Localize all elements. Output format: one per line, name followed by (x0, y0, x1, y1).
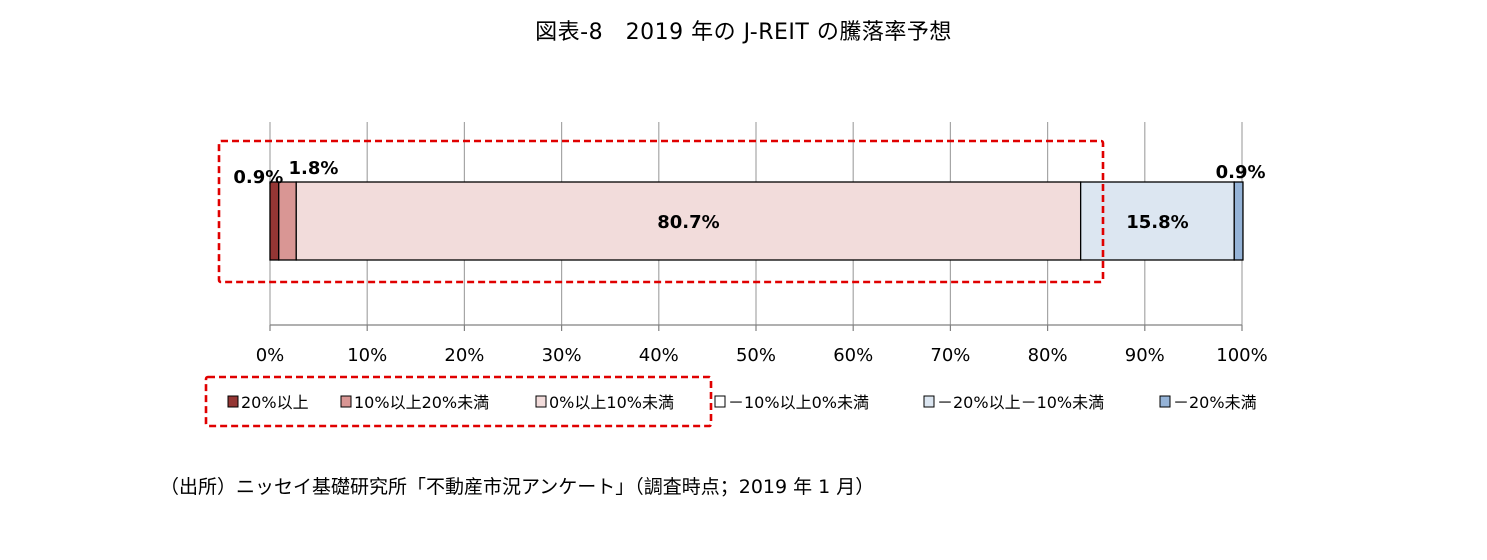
tick-label: 20% (444, 345, 484, 366)
tick-label: 70% (930, 345, 970, 366)
bar-segments (269, 181, 1244, 261)
x-axis-ticks: 0% 10% 20% 30% 40% 50% 60% 70% 80% 90% 100% (256, 345, 1268, 366)
tick-label: 40% (639, 345, 679, 366)
source-note: （出所）ニッセイ基礎研究所「不動産市況アンケート」（調査時点；2019 年 1 … (160, 476, 875, 498)
legend-label: －20%以上－10%未満 (937, 393, 1104, 412)
tick-label: 60% (833, 345, 873, 366)
legend-label: 20%以上 (241, 393, 309, 412)
legend-swatch (340, 395, 352, 408)
tick-label: 50% (736, 345, 776, 366)
bar-segment (295, 181, 1082, 261)
bar-segment (269, 181, 280, 261)
legend-label: －10%以上0%未満 (728, 393, 869, 412)
chart-title: 図表-8 2019 年の J-REIT の騰落率予想 (535, 20, 952, 45)
highlight-box-bars (217, 139, 1105, 284)
data-label: 1.8% (289, 158, 339, 179)
legend-swatch (923, 395, 935, 408)
legend-swatch (227, 395, 239, 408)
data-label: 0.9% (233, 167, 283, 188)
legend-label: 10%以上20%未満 (354, 393, 489, 412)
legend-label: 0%以上10%未満 (549, 393, 674, 412)
tick-label: 30% (542, 345, 582, 366)
tick-label: 100% (1216, 345, 1267, 366)
data-labels: 0.9% 1.8% 80.7% 15.8% 0.9% (233, 158, 1265, 233)
data-label: 80.7% (657, 212, 719, 233)
legend: 20%以上 10%以上20%未満 0%以上10%未満 －10%以上0%未満 －20%以上… (227, 393, 1257, 412)
legend-swatch (1159, 395, 1171, 408)
tick-label: 90% (1125, 345, 1165, 366)
bar-segment (278, 181, 297, 261)
bar-segment (1233, 181, 1244, 261)
legend-label: －20%未満 (1173, 393, 1257, 412)
tick-label: 10% (347, 345, 387, 366)
tick-label: 80% (1028, 345, 1068, 366)
legend-swatch (714, 395, 726, 408)
tick-label: 0% (256, 345, 285, 366)
data-label: 15.8% (1126, 212, 1188, 233)
data-label: 0.9% (1216, 162, 1266, 183)
bar-segment (1079, 181, 1235, 261)
highlight-boxes (204, 139, 1105, 428)
legend-swatch (535, 395, 547, 408)
